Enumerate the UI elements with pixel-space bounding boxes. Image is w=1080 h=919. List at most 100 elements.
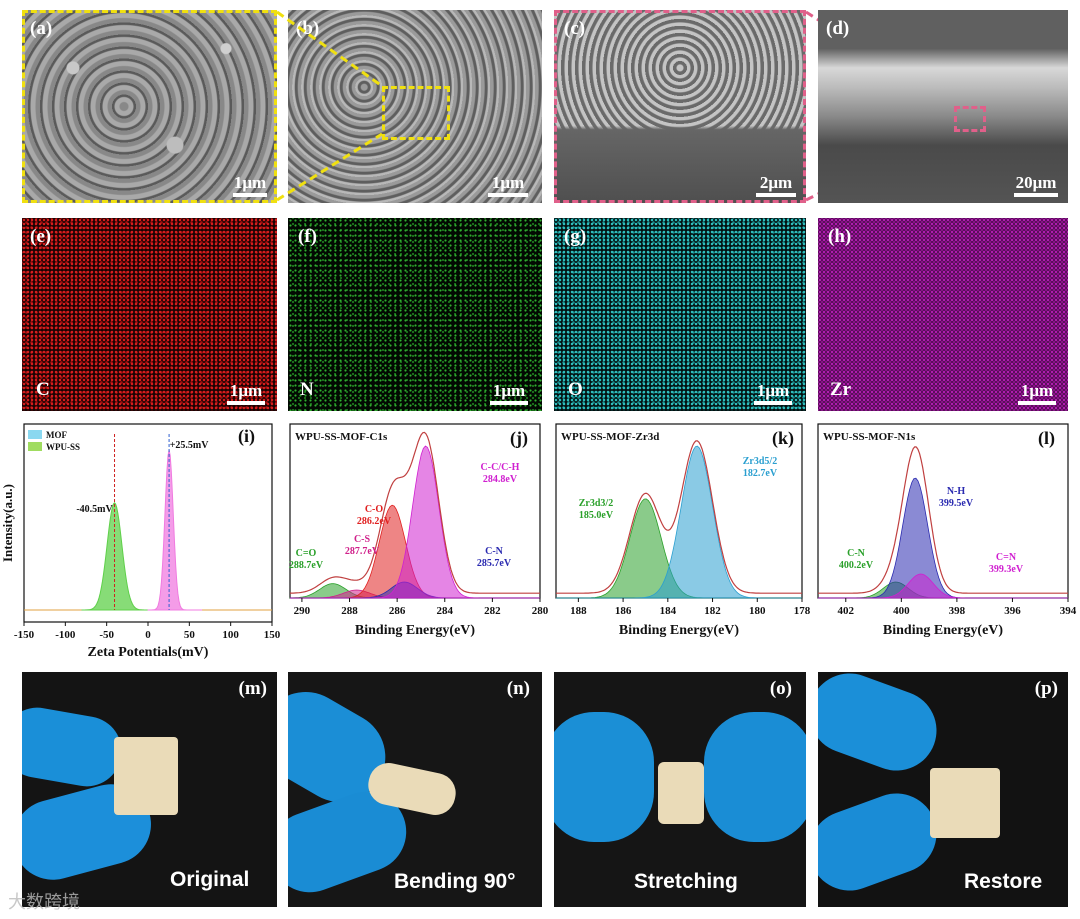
xps-n1s-chart: WPU-SS-MOF-N1s (l) C-N 400.2eV N-H 399.5eV C=N… [810, 418, 1080, 668]
peak-name: N-H [947, 486, 966, 497]
sem-texture [22, 10, 277, 203]
panel-label: (j) [510, 428, 528, 449]
panel-label: (n) [506, 678, 530, 699]
peak-value: 285.7eV [477, 558, 512, 569]
x-tick-label: 150 [264, 629, 281, 641]
peak-name: C-C/C-H [481, 462, 520, 473]
fit-envelope [818, 446, 1068, 594]
glove-shape [704, 712, 806, 842]
panel-label: (i) [238, 426, 255, 447]
panel-label: (g) [564, 226, 587, 247]
sem-panel-d: (d) 20μm [818, 10, 1068, 203]
x-tick-label: 184 [660, 605, 677, 617]
x-tick-label: 182 [704, 605, 721, 617]
fit-envelope [290, 431, 540, 594]
x-tick-label: 188 [570, 605, 587, 617]
glove-shape [22, 702, 128, 792]
panel-label: (m) [238, 678, 267, 699]
x-axis-label: Binding Energy(eV) [355, 623, 476, 638]
peak-value: 286.2eV [357, 516, 392, 527]
scale-bar: 1μm [488, 173, 528, 197]
peak-component [818, 477, 1068, 599]
x-axis-label: Zeta Potentials(mV) [88, 645, 209, 660]
legend-swatch [28, 442, 42, 451]
x-tick-label: 286 [389, 605, 406, 617]
x-tick-label: 284 [437, 605, 454, 617]
sem-panel-a: (a) 1μm [22, 10, 277, 203]
x-tick-label: 186 [615, 605, 632, 617]
photo-original: (m) Original [22, 672, 277, 907]
element-label: C [36, 379, 50, 400]
x-tick-label: 394 [1060, 605, 1077, 617]
panel-label: (k) [772, 428, 794, 449]
sample-block [114, 737, 178, 815]
sem-texture [288, 10, 542, 203]
x-tick-label: 396 [1004, 605, 1021, 617]
panel-label: (d) [826, 18, 850, 39]
scale-bar: 1μm [233, 173, 267, 197]
zeta-potential-chart: +25.5mV -40.5mV MOF WPU-SS (i) -150 -100 -50 0 50… [0, 418, 282, 668]
peak-value: 399.5eV [939, 498, 974, 509]
glove-shape [818, 782, 948, 902]
x-axis-label: Binding Energy(eV) [619, 623, 740, 638]
sem-texture [554, 10, 806, 203]
chart-k-svg: WPU-SS-MOF-Zr3d (k)Zr3d3/2185.0eVZr3d5/21… [555, 423, 810, 638]
sem-panel-b: (b) 1μm [288, 10, 542, 203]
panel-label: (e) [30, 226, 52, 247]
legend-label: WPU-SS [46, 442, 80, 452]
photo-caption: Original [170, 868, 250, 891]
x-tick-label: 290 [294, 605, 311, 617]
photo-restore: (p) Restore [818, 672, 1068, 907]
peak-value: 185.0eV [579, 510, 614, 521]
glove-shape [818, 672, 948, 782]
scale-bar: 1μm [1018, 381, 1056, 405]
panel-label: (f) [298, 226, 317, 247]
plot-frame [23, 423, 273, 623]
photo-caption: Restore [964, 870, 1043, 893]
x-tick-label: 180 [749, 605, 766, 617]
x-tick-label: 402 [838, 605, 855, 617]
peak-value: 288.7eV [289, 560, 324, 571]
peak-name: Zr3d3/2 [579, 498, 613, 509]
x-tick-label: 282 [484, 605, 501, 617]
fit-envelope [556, 440, 802, 594]
scale-bar: 2μm [756, 173, 796, 197]
x-tick-label: 288 [341, 605, 358, 617]
photo-stretching: (o) Stretching [554, 672, 806, 907]
x-tick-label: 280 [532, 605, 548, 617]
x-tick-label: 50 [184, 629, 196, 641]
x-tick-label: 100 [222, 629, 239, 641]
chart-title: WPU-SS-MOF-N1s [823, 431, 916, 443]
peak-name: C-N [847, 548, 866, 559]
peak-name: C-O [365, 504, 384, 515]
scale-bar: 1μm [227, 381, 265, 405]
xps-zr3d-chart: WPU-SS-MOF-Zr3d (k) Zr3d3/2 185.0eV Zr3d5/2 1… [548, 418, 810, 668]
element-label: O [568, 379, 583, 400]
peak-label: -40.5mV [76, 504, 113, 515]
scale-bar: 1μm [490, 381, 528, 405]
eds-map-nitrogen: (f) N 1μm [288, 218, 542, 411]
y-axis-label: Intensity(a.u.) [0, 484, 15, 562]
plot-frame [817, 423, 1069, 599]
sem-texture [818, 10, 1068, 203]
peak-name: C-N [485, 546, 504, 557]
peak-component [556, 445, 802, 599]
eds-dots [22, 218, 277, 411]
x-tick-label: 178 [794, 605, 810, 617]
eds-dots [818, 218, 1068, 411]
sample-block [658, 762, 704, 824]
element-label: Zr [830, 379, 852, 400]
peak-name: Zr3d5/2 [743, 456, 777, 467]
element-label: N [300, 379, 314, 400]
panel-label: (l) [1038, 428, 1055, 449]
panel-label: (a) [30, 18, 53, 39]
peak-name: C-S [354, 534, 371, 545]
peak-value: 182.7eV [743, 468, 778, 479]
eds-map-zirconium: (h) Zr 1μm [818, 218, 1068, 411]
scale-bar: 1μm [754, 381, 792, 405]
sem-panel-c: (c) 2μm [554, 10, 806, 203]
photo-caption: Stretching [634, 870, 738, 893]
eds-dots [554, 218, 806, 411]
